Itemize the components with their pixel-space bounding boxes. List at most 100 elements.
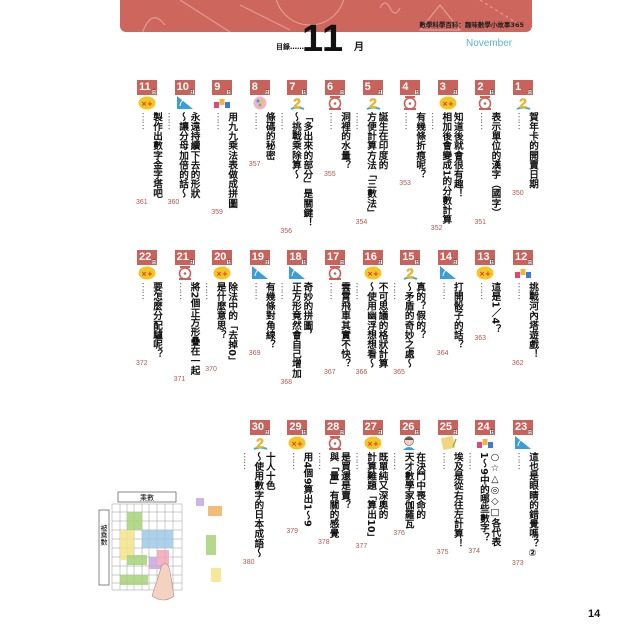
toc-entry-day-10[interactable]: 10 日永遠持續下去的形狀 ～讓分母加倍的話～…… 360 [165, 80, 204, 240]
toc-entry-day-8[interactable]: 8 日條碼的秘密…… 357 [243, 80, 279, 240]
toc-entry-day-21[interactable]: 21 日將2個正方形疊在一起…… 371 [168, 250, 204, 410]
day-suffix: 日 [452, 89, 457, 94]
page-reference[interactable]: 356 [280, 228, 293, 235]
day-badge: 19 日 [249, 250, 270, 265]
page-reference[interactable]: 354 [355, 219, 368, 226]
entry-title: 不可思議的格狀計算 ～使用幽浮想想看～…… [353, 282, 388, 368]
entry-title-line: 用九九乘法表做成拼圖…… [214, 112, 238, 208]
page-reference[interactable]: 372 [136, 360, 148, 367]
day-number: 9 [214, 81, 221, 93]
page-reference[interactable]: 368 [280, 379, 293, 386]
entry-title-text: ～使用幽浮想想看～ [365, 282, 377, 369]
page-reference[interactable]: 373 [512, 560, 524, 567]
page-reference[interactable]: 363 [474, 335, 487, 342]
page-reference[interactable]: 369 [248, 350, 261, 357]
toc-entry-day-6[interactable]: 6 日洞裡的水量？…… 355 [318, 80, 354, 240]
toc-entry-day-24[interactable]: 24 日 ○☆△◎◇□各代表 1～9中的哪些數字？…… 374 [466, 420, 504, 580]
entry-title-text: 正方形竟然會自己增加 [289, 282, 301, 378]
entry-title-text: ～挑戰乘除算～ [289, 112, 301, 180]
toc-entry-day-17[interactable]: 17 日雲霄飛車其實不快？…… 367 [318, 250, 354, 410]
page-reference[interactable]: 360 [167, 199, 180, 206]
page-reference[interactable]: 351 [474, 219, 487, 226]
day-badge: 11 日 [137, 80, 157, 95]
entry-title-line: 這也是眼睛的錯覺嗎？②…… [515, 452, 539, 559]
page-reference[interactable]: 352 [430, 225, 443, 232]
page-reference[interactable]: 378 [318, 539, 330, 546]
entry-title-text: 是買還是賣？ [339, 452, 350, 510]
page-reference[interactable]: 375 [436, 549, 449, 556]
toc-entry-day-1[interactable]: 1 日 2 賀年卡的開賣日期…… 350 [506, 80, 542, 240]
toc-entry-day-28[interactable]: 28 日是買還是賣？ 與「量」有關的感覺…… 378 [316, 420, 354, 580]
toc-entry-day-14[interactable]: 14 日打開骰子的話？…… 364 [431, 250, 467, 410]
toc-entry-day-20[interactable]: 20 日 ×+ 除法中的「去掉0」 是什麼意思？…… 370 [203, 250, 241, 410]
entry-title: 永遠持續下去的形狀 ～讓分母加倍的話～…… [165, 112, 200, 198]
day-badge: 13 日 [475, 250, 496, 265]
toc-entry-day-25[interactable]: 25 日埃及是從右往左計算！…… 375 [431, 420, 467, 580]
entry-title: 用九九乘法表做成拼圖…… [214, 112, 238, 208]
dot-leader: …… [139, 112, 151, 130]
page-reference[interactable]: 374 [468, 548, 481, 555]
entry-title-line: 洞裡的水量？…… [327, 112, 351, 170]
entry-title-text: ○☆△◎◇□各代表 [489, 452, 501, 547]
page-reference[interactable]: 364 [436, 350, 449, 357]
toc-entry-day-19[interactable]: 19 日有幾條對角線？…… 369 [243, 250, 279, 410]
page-reference[interactable]: 361 [136, 199, 148, 206]
toc-entry-day-30[interactable]: 30 日 2 十人十色 ～使用數字的日本成語～…… 380 [240, 420, 279, 580]
toc-entry-day-15[interactable]: 15 日 2 真的？假的？ ～矛盾的奇妙之處～…… 365 [391, 250, 429, 410]
entry-title-text: 表示單位的漢字（國字） [489, 112, 501, 218]
page-reference[interactable]: 367 [324, 369, 336, 376]
page-reference[interactable]: 377 [355, 543, 368, 550]
toc-entry-day-23[interactable]: 23 日這也是眼睛的錯覺嗎？②…… 373 [506, 420, 542, 580]
entry-title-line: 要怎麼分配驢呢？…… [139, 282, 163, 359]
day-number: 21 [176, 251, 189, 263]
entry-title-line: 表示單位的漢字（國字）…… [477, 112, 501, 218]
page-reference[interactable]: 357 [248, 161, 261, 168]
page-reference[interactable]: 379 [286, 528, 299, 535]
day-badge: 20 日 [212, 250, 233, 265]
day-badge: 18 日 [287, 250, 308, 265]
entry-title-line: ～矛盾的奇妙之處～…… [391, 282, 414, 368]
entry-title-line: ～使用數字的日本成語～…… [240, 452, 264, 558]
svg-text:×+: ×+ [141, 100, 153, 108]
page-reference[interactable]: 380 [242, 559, 255, 566]
entry-title: 洞裡的水量？…… [327, 112, 351, 170]
day-badge: 30 日 [249, 420, 270, 435]
toc-entry-day-29[interactable]: 29 日 ×+ 用4個9算出1～9…… 379 [280, 420, 316, 580]
multiplier-label: 乘數 [140, 493, 154, 502]
day-number: 26 [402, 421, 415, 433]
page-reference[interactable]: 370 [205, 366, 217, 373]
entry-title-line: 有幾條折痕呢？…… [402, 112, 426, 179]
page-reference[interactable]: 353 [399, 180, 411, 187]
toc-entry-day-12[interactable]: 12 日挑戰河內塔遊戲！…… 362 [506, 250, 542, 410]
page-reference[interactable]: 365 [393, 369, 405, 376]
entry-title-text: 除法中的「去掉0」 [226, 282, 238, 366]
toc-entry-day-2[interactable]: 2 日表示單位的漢字（國字）…… 351 [468, 80, 504, 240]
page-reference[interactable]: 350 [512, 190, 524, 197]
page-reference[interactable]: 359 [211, 209, 223, 216]
toc-entry-day-13[interactable]: 13 日 ×+ 這是1／4？…… 363 [468, 250, 504, 410]
page-reference[interactable]: 366 [355, 369, 368, 376]
number-blocks-icon [476, 435, 494, 450]
page-reference[interactable]: 355 [324, 171, 336, 178]
day-number: 11 [139, 81, 151, 93]
page-reference[interactable]: 362 [512, 360, 524, 367]
toc-entry-day-9[interactable]: 9 日用九九乘法表做成拼圖…… 359 [205, 80, 241, 240]
entry-title: 埃及是從右往左計算！…… [440, 452, 463, 548]
protractor-icon [176, 95, 194, 110]
toc-entry-day-7[interactable]: 7 日 2 「多出來的部分」是關鍵！ ～挑戰乘除算～…… 356 [278, 80, 316, 240]
entry-title-text: 挑戰河內塔遊戲！ [527, 282, 538, 359]
page-reference[interactable]: 376 [393, 530, 405, 537]
toc-entry-day-16[interactable]: 16 日 ×+ 不可思議的格狀計算 ～使用幽浮想想看～…… 366 [353, 250, 392, 410]
day-suffix: 日 [152, 89, 156, 94]
scale-icon [326, 95, 344, 110]
toc-entry-day-3[interactable]: 3 日 ×+ 知道後就會很有趣！ 相加後會變成1的分數計算…… 352 [429, 80, 467, 240]
page-reference[interactable]: 371 [173, 376, 186, 383]
toc-entry-day-11[interactable]: 11 日 ×+ 製作出數字金字塔吧…… 361 [130, 80, 166, 240]
dot-leader: …… [353, 282, 365, 300]
toc-entry-day-4[interactable]: 4 日有幾條折痕呢？…… 353 [393, 80, 429, 240]
toc-entry-day-22[interactable]: 22 日 ×+ 要怎麼分配驢呢？…… 372 [130, 250, 166, 410]
toc-entry-day-18[interactable]: 18 日奇妙的拼圖， 正方形竟然會自己增加…… 368 [278, 250, 316, 410]
toc-entry-day-27[interactable]: 27 日 ×+ 既單純又深奧的 計算難題「算出10」…… 377 [354, 420, 392, 580]
toc-entry-day-26[interactable]: 26 日在決鬥中喪命的 天才數學家伽羅瓦…… 376 [391, 420, 429, 580]
toc-entry-day-5[interactable]: 5 日 2 誕生在印度的 方便計算方法「三數法」…… 354 [354, 80, 392, 240]
